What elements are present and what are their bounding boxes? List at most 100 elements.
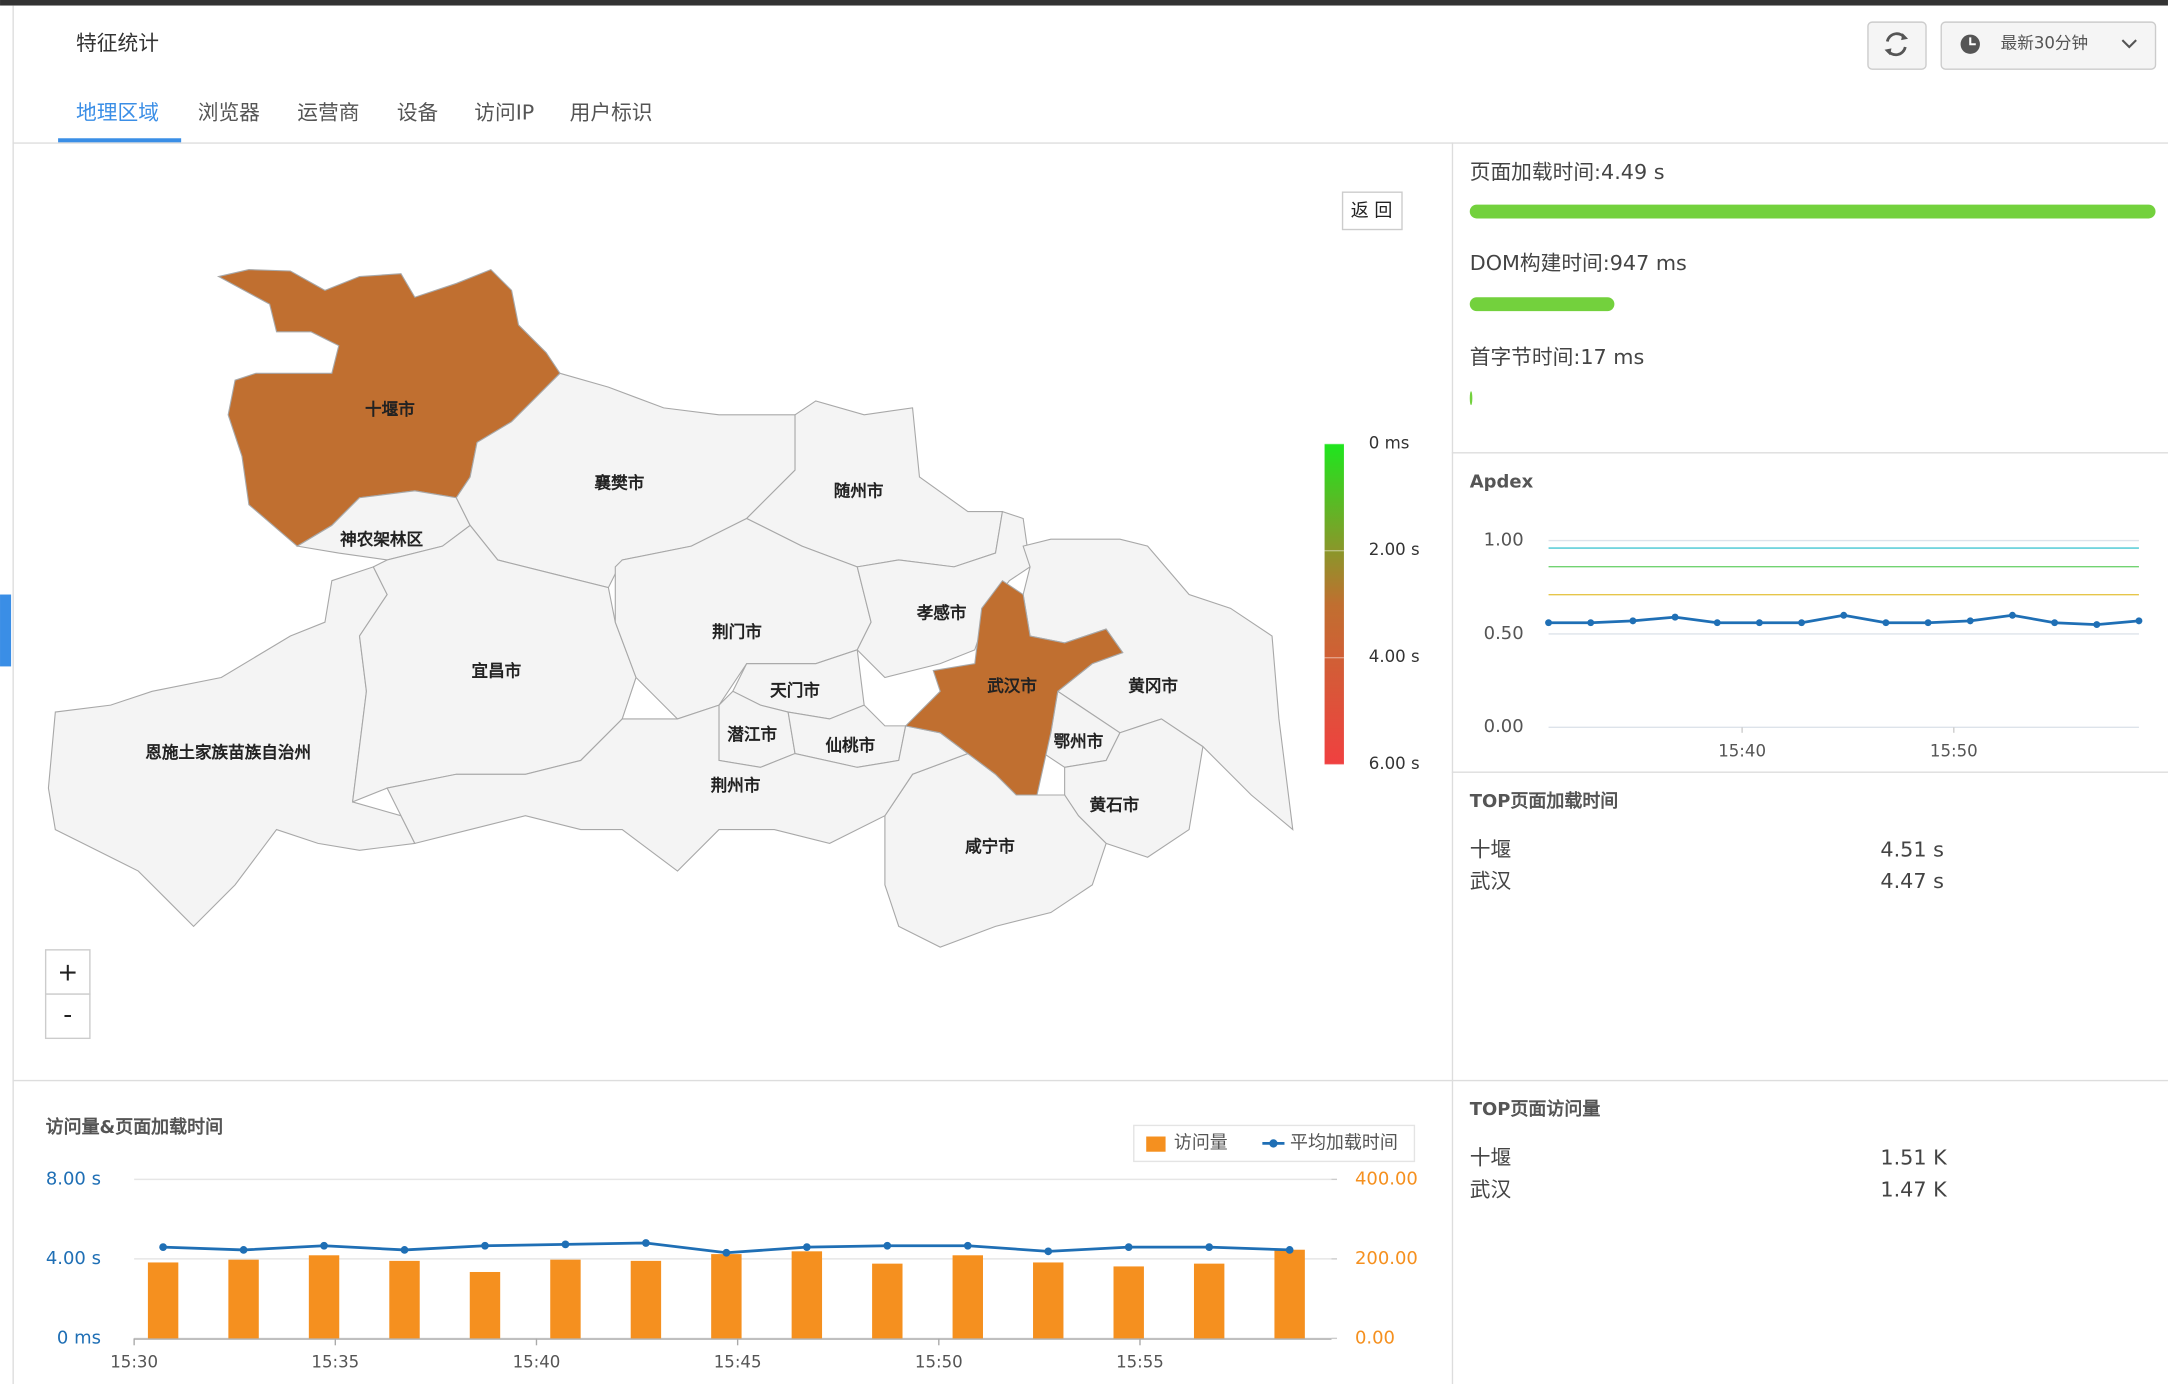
apdex-point: [1966, 617, 1974, 625]
line-point: [320, 1241, 328, 1250]
bar: [872, 1263, 903, 1339]
y-tick-label: 0 ms: [57, 1327, 101, 1348]
page-title: 特征统计: [76, 31, 159, 55]
line-point: [963, 1241, 972, 1250]
tab[interactable]: 用户标识: [570, 100, 653, 124]
region-label: 宜昌市: [472, 660, 522, 680]
bar: [952, 1255, 983, 1339]
x-tick-label: 15:30: [110, 1353, 158, 1372]
list-value: 4.51 s: [1880, 837, 1944, 861]
tab[interactable]: 访问IP: [474, 100, 534, 124]
top-bar: [0, 0, 2168, 6]
region-label: 武汉市: [987, 676, 1037, 696]
zoom-out-label: -: [63, 1000, 72, 1029]
x-tick-label: 15:40: [513, 1353, 561, 1372]
apdex-point: [1840, 611, 1848, 619]
line-point: [642, 1239, 650, 1247]
y-tick-label: 0.50: [1484, 623, 1524, 644]
scale-label: 6.00 s: [1369, 754, 1420, 773]
tab[interactable]: 设备: [397, 100, 439, 124]
time-range-dropdown[interactable]: 最新30分钟: [1940, 21, 2157, 70]
list-name: 武汉: [1470, 869, 1512, 893]
y2-tick-label: 400.00: [1355, 1168, 1418, 1189]
map: 十堰市 神农架林区 襄樊市 随州市 恩施土家族苗族自治州 宜昌市 荆门市 孝感市…: [47, 268, 1294, 948]
dividers: [12, 142, 2168, 1384]
apdex-point: [2135, 617, 2143, 625]
apdex-point: [2008, 611, 2016, 619]
region-label: 鄂州市: [1054, 731, 1104, 751]
bar: [469, 1271, 501, 1339]
legend-swatch: [1146, 1136, 1166, 1152]
bar: [630, 1260, 662, 1339]
zoom-out-button[interactable]: -: [44, 993, 91, 1040]
x-tick-label: 15:55: [1116, 1353, 1164, 1372]
tab[interactable]: 地理区域: [76, 100, 159, 124]
tab[interactable]: 运营商: [297, 100, 359, 124]
list-name: 武汉: [1470, 1177, 1512, 1201]
apdex-title: Apdex: [1470, 472, 1534, 493]
color-scale: [1324, 443, 1344, 765]
legend-label: 平均加载时间: [1290, 1132, 1398, 1153]
metric-label: 页面加载时间:4.49 s: [1470, 160, 1665, 184]
apdex-point: [1882, 619, 1890, 627]
x-tick-label: 15:40: [1718, 742, 1766, 761]
list-title: TOP页面访问量: [1470, 1098, 1601, 1120]
line-point: [159, 1243, 167, 1252]
x-tick-label: 15:50: [1930, 742, 1978, 761]
bar: [1193, 1263, 1225, 1339]
apdex-point: [1587, 619, 1595, 627]
time-range-label: 最新30分钟: [2001, 34, 2088, 53]
region-label: 襄樊市: [594, 472, 645, 492]
line-point: [400, 1246, 409, 1254]
region-label: 仙桃市: [825, 735, 875, 755]
bar: [228, 1259, 259, 1339]
list-name: 十堰: [1470, 1146, 1511, 1170]
apdex-point: [1798, 619, 1806, 627]
map-region[interactable]: [856, 510, 1031, 679]
metric-bar: [1469, 297, 1615, 312]
region-label: 荆州市: [711, 775, 761, 795]
list-value: 4.47 s: [1880, 869, 1944, 893]
back-button[interactable]: 返 回: [1341, 191, 1403, 231]
apdex-point: [1671, 613, 1679, 621]
y2-tick-label: 200.00: [1355, 1248, 1418, 1269]
legend-swatch: [1269, 1139, 1278, 1148]
y2-tick-label: 0.00: [1355, 1327, 1395, 1348]
y-tick-label: 0.00: [1484, 716, 1524, 737]
x-tick-label: 15:50: [915, 1353, 963, 1372]
region-label: 十堰市: [365, 399, 415, 419]
apdex-point: [2093, 621, 2101, 629]
line-point: [481, 1241, 489, 1250]
line-point: [802, 1243, 811, 1252]
region-label: 天门市: [770, 680, 820, 700]
bar: [308, 1255, 340, 1339]
apdex-point: [1545, 619, 1553, 627]
metric-bar: [1469, 391, 1473, 406]
region-label: 咸宁市: [965, 836, 1015, 856]
region-label: 神农架林区: [340, 529, 423, 549]
line-point: [1205, 1243, 1214, 1252]
region-label: 孝感市: [917, 602, 967, 622]
map-region[interactable]: [904, 579, 1124, 796]
region-label: 黄冈市: [1128, 676, 1178, 696]
active-tab-underline: [58, 138, 182, 143]
bar: [147, 1262, 179, 1339]
line-point: [1124, 1243, 1133, 1252]
x-tick-label: 15:35: [311, 1353, 359, 1372]
chart-title: 访问量&页面加载时间: [46, 1116, 223, 1138]
list-title: TOP页面加载时间: [1470, 790, 1619, 812]
refresh-button[interactable]: [1867, 21, 1927, 70]
scale-label: 0 ms: [1369, 433, 1410, 452]
bar: [1113, 1266, 1144, 1339]
metric-bar: [1469, 204, 2156, 219]
zoom-in-button[interactable]: +: [44, 949, 91, 995]
region-label: 恩施土家族苗族自治州: [145, 742, 311, 762]
list-value: 1.51 K: [1880, 1146, 1948, 1170]
apdex-point: [1755, 619, 1763, 627]
metric-label: 首字节时间:17 ms: [1470, 345, 1645, 369]
y-tick-label: 8.00 s: [46, 1168, 101, 1189]
tab[interactable]: 浏览器: [198, 100, 260, 124]
apdex-point: [2051, 619, 2059, 627]
